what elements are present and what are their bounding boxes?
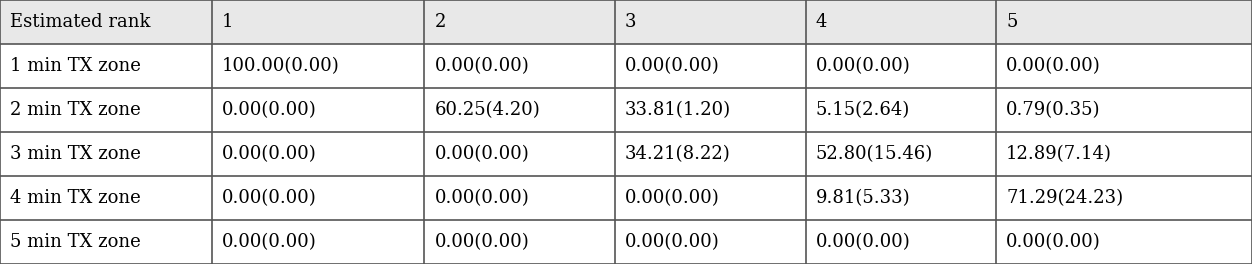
- Text: 2: 2: [434, 13, 446, 31]
- Bar: [997, 132, 1252, 176]
- Bar: [997, 0, 1252, 44]
- Text: 0.00(0.00): 0.00(0.00): [434, 145, 530, 163]
- Bar: [0, 132, 213, 176]
- Bar: [997, 220, 1252, 264]
- Bar: [805, 44, 997, 88]
- Bar: [424, 132, 615, 176]
- Text: 0.00(0.00): 0.00(0.00): [625, 57, 720, 75]
- Text: 12.89(7.14): 12.89(7.14): [1007, 145, 1112, 163]
- Bar: [805, 176, 997, 220]
- Bar: [213, 220, 424, 264]
- Text: 0.00(0.00): 0.00(0.00): [223, 189, 317, 207]
- Text: 0.00(0.00): 0.00(0.00): [1007, 233, 1101, 251]
- Text: 5: 5: [1007, 13, 1018, 31]
- Bar: [997, 44, 1252, 88]
- Text: 0.00(0.00): 0.00(0.00): [434, 57, 530, 75]
- Bar: [213, 44, 424, 88]
- Text: 9.81(5.33): 9.81(5.33): [815, 189, 910, 207]
- Bar: [615, 132, 805, 176]
- Bar: [0, 220, 213, 264]
- Text: 0.79(0.35): 0.79(0.35): [1007, 101, 1101, 119]
- Text: 1: 1: [223, 13, 234, 31]
- Text: 0.00(0.00): 0.00(0.00): [625, 233, 720, 251]
- Bar: [615, 220, 805, 264]
- Bar: [997, 176, 1252, 220]
- Text: 0.00(0.00): 0.00(0.00): [434, 233, 530, 251]
- Bar: [0, 0, 213, 44]
- Text: 52.80(15.46): 52.80(15.46): [815, 145, 933, 163]
- Text: 0.00(0.00): 0.00(0.00): [1007, 57, 1101, 75]
- Bar: [805, 88, 997, 132]
- Text: 71.29(24.23): 71.29(24.23): [1007, 189, 1123, 207]
- Text: 0.00(0.00): 0.00(0.00): [815, 57, 910, 75]
- Text: 100.00(0.00): 100.00(0.00): [223, 57, 341, 75]
- Bar: [0, 176, 213, 220]
- Text: 3 min TX zone: 3 min TX zone: [10, 145, 141, 163]
- Bar: [213, 0, 424, 44]
- Bar: [997, 88, 1252, 132]
- Bar: [805, 0, 997, 44]
- Text: 4 min TX zone: 4 min TX zone: [10, 189, 140, 207]
- Bar: [213, 88, 424, 132]
- Bar: [213, 132, 424, 176]
- Text: 0.00(0.00): 0.00(0.00): [223, 145, 317, 163]
- Text: 0.00(0.00): 0.00(0.00): [223, 101, 317, 119]
- Text: 5 min TX zone: 5 min TX zone: [10, 233, 140, 251]
- Text: 1 min TX zone: 1 min TX zone: [10, 57, 141, 75]
- Bar: [213, 176, 424, 220]
- Text: 2 min TX zone: 2 min TX zone: [10, 101, 140, 119]
- Bar: [424, 176, 615, 220]
- Bar: [0, 44, 213, 88]
- Bar: [424, 44, 615, 88]
- Text: 0.00(0.00): 0.00(0.00): [815, 233, 910, 251]
- Bar: [615, 0, 805, 44]
- Bar: [615, 176, 805, 220]
- Text: 0.00(0.00): 0.00(0.00): [223, 233, 317, 251]
- Text: 4: 4: [815, 13, 826, 31]
- Text: 0.00(0.00): 0.00(0.00): [434, 189, 530, 207]
- Bar: [615, 44, 805, 88]
- Text: 34.21(8.22): 34.21(8.22): [625, 145, 731, 163]
- Bar: [424, 88, 615, 132]
- Bar: [424, 220, 615, 264]
- Bar: [805, 132, 997, 176]
- Text: 33.81(1.20): 33.81(1.20): [625, 101, 731, 119]
- Text: 60.25(4.20): 60.25(4.20): [434, 101, 540, 119]
- Text: 0.00(0.00): 0.00(0.00): [625, 189, 720, 207]
- Bar: [424, 0, 615, 44]
- Bar: [615, 88, 805, 132]
- Text: Estimated rank: Estimated rank: [10, 13, 150, 31]
- Bar: [0, 88, 213, 132]
- Bar: [805, 220, 997, 264]
- Text: 3: 3: [625, 13, 636, 31]
- Text: 5.15(2.64): 5.15(2.64): [815, 101, 910, 119]
